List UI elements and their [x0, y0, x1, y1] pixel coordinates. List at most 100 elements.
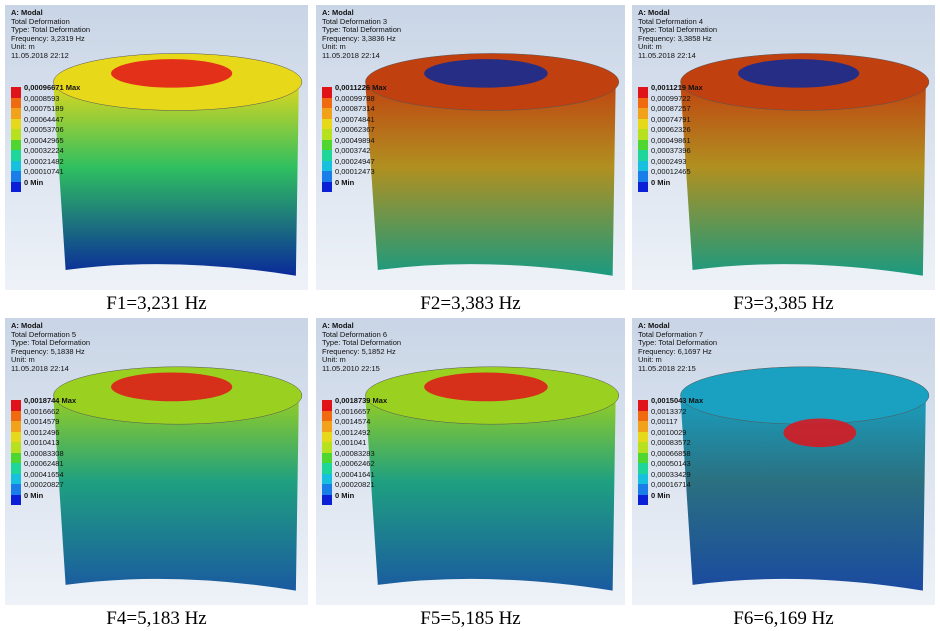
legend-label: 0,00033429	[651, 470, 691, 479]
legend-swatch	[11, 421, 21, 432]
caption: F3=3,385 Hz	[632, 293, 935, 315]
legend-swatch	[638, 463, 648, 474]
legend-label: 0,00062326	[651, 125, 691, 134]
legend-swatch	[11, 108, 21, 119]
legend-label: 0,00083572	[651, 438, 691, 447]
legend-label: 0,0018739 Max	[335, 396, 387, 405]
legend-label: 0,00020827	[24, 480, 64, 489]
legend-swatch	[638, 161, 648, 172]
caption: F2=3,383 Hz	[316, 293, 625, 315]
legend-swatch	[11, 495, 21, 506]
legend-label: 0 Min	[651, 178, 670, 187]
legend-swatch	[322, 474, 332, 485]
caption: F4=5,183 Hz	[5, 608, 308, 630]
legend-label: 0,0014574	[335, 417, 370, 426]
legend-swatch	[638, 421, 648, 432]
legend-swatch	[11, 161, 21, 172]
result-header: A: ModalTotal Deformation 7Type: Total D…	[638, 322, 717, 374]
legend-swatch	[322, 129, 332, 140]
legend-label: 0,00050143	[651, 459, 691, 468]
legend-swatch	[638, 108, 648, 119]
header-line: 11.05.2018 22:15	[638, 365, 717, 374]
caption: F1=3,231 Hz	[5, 293, 308, 315]
legend-label: 0,00099722	[651, 94, 691, 103]
legend-row: 0,00016714	[638, 484, 703, 495]
legend-label: 0,00062462	[335, 459, 375, 468]
legend-label: 0,00087314	[335, 104, 375, 113]
legend-swatch	[11, 182, 21, 193]
legend-label: 0 Min	[651, 491, 670, 500]
legend-label: 0,00049894	[335, 136, 375, 145]
legend-label: 0,0012492	[335, 428, 370, 437]
legend-label: 0,00020821	[335, 480, 375, 489]
hot-spot	[784, 418, 857, 447]
legend-swatch	[322, 182, 332, 193]
legend-label: 0,00075189	[24, 104, 64, 113]
legend-label: 0,0013372	[651, 407, 686, 416]
legend-swatch	[11, 463, 21, 474]
legend-label: 0,00049861	[651, 136, 691, 145]
legend-swatch	[11, 87, 21, 98]
legend-swatch	[638, 87, 648, 98]
legend: 0,0018744 Max0,00166620,00145790,0012496…	[11, 400, 76, 505]
legend-swatch	[322, 411, 332, 422]
legend-swatch	[11, 171, 21, 182]
legend-swatch	[11, 119, 21, 130]
legend-label: 0,00062367	[335, 125, 375, 134]
legend-label: 0,0015043 Max	[651, 396, 703, 405]
legend-swatch	[322, 432, 332, 443]
legend-label: 0,00042965	[24, 136, 64, 145]
legend-swatch	[11, 453, 21, 464]
legend-swatch	[322, 484, 332, 495]
legend-label: 0,00041641	[335, 470, 375, 479]
header-line: 11.05.2018 22:14	[322, 52, 401, 61]
legend-swatch	[322, 495, 332, 506]
legend-swatch	[638, 171, 648, 182]
legend-label: 0,0018744 Max	[24, 396, 76, 405]
legend: 0,0018739 Max0,00166570,00145740,0012492…	[322, 400, 387, 505]
legend-swatch	[11, 411, 21, 422]
legend-label: 0,00037396	[651, 146, 691, 155]
legend-label: 0,0003742	[335, 146, 370, 155]
result-panel: A: ModalTotal Deformation 4Type: Total D…	[632, 5, 935, 290]
legend-swatch	[322, 442, 332, 453]
legend-swatch	[322, 119, 332, 130]
legend: 0,0015043 Max0,00133720,001170,00100290,…	[638, 400, 703, 505]
legend-label: 0 Min	[335, 491, 354, 500]
figure: A: ModalTotal DeformationType: Total Def…	[0, 0, 940, 631]
legend-swatch	[322, 161, 332, 172]
legend-swatch	[322, 421, 332, 432]
hot-spot	[738, 59, 859, 88]
legend-row: 0,00020827	[11, 484, 76, 495]
legend-label: 0,00117	[651, 417, 678, 426]
legend-swatch	[322, 108, 332, 119]
legend-swatch	[11, 140, 21, 151]
legend-label: 0,0011219 Max	[651, 83, 703, 92]
legend-row: 0 Min	[638, 182, 703, 193]
legend-swatch	[322, 150, 332, 161]
legend-swatch	[11, 484, 21, 495]
legend-swatch	[322, 400, 332, 411]
legend-swatch	[11, 474, 21, 485]
legend-swatch	[322, 463, 332, 474]
legend-swatch	[322, 171, 332, 182]
legend-row: 0,00012465	[638, 171, 703, 182]
legend-label: 0,00024947	[335, 157, 375, 166]
legend: 0,0011219 Max0,000997220,000872570,00074…	[638, 87, 703, 192]
legend-swatch	[638, 442, 648, 453]
legend-label: 0,00032224	[24, 146, 64, 155]
legend-swatch	[638, 453, 648, 464]
result-panel: A: ModalTotal Deformation 7Type: Total D…	[632, 318, 935, 605]
legend-label: 0,00012465	[651, 167, 691, 176]
legend-label: 0,00010741	[24, 167, 64, 176]
legend-swatch	[638, 474, 648, 485]
model-top	[680, 367, 928, 424]
legend-swatch	[11, 432, 21, 443]
legend-label: 0,0016657	[335, 407, 370, 416]
legend-swatch	[638, 432, 648, 443]
